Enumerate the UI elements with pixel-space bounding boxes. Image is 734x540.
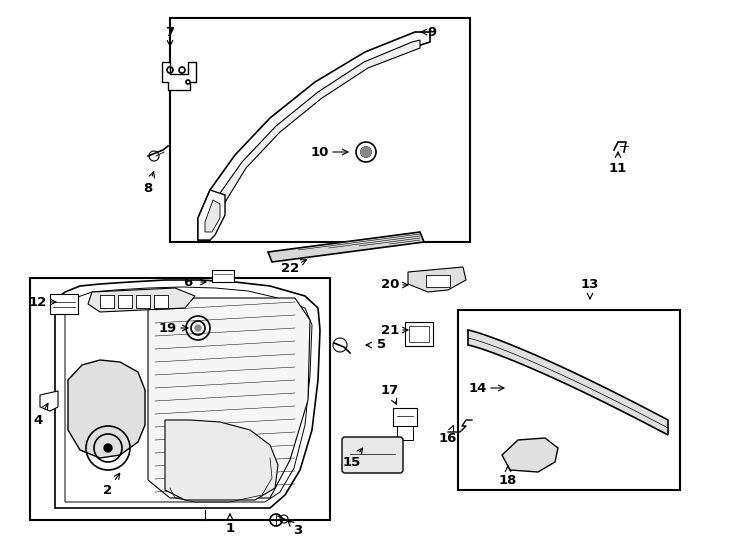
- Text: 8: 8: [143, 181, 153, 194]
- Text: 11: 11: [609, 161, 627, 174]
- Bar: [393, 408, 417, 426]
- Text: 4: 4: [33, 414, 43, 427]
- Bar: [30, 278, 330, 520]
- Polygon shape: [55, 280, 320, 508]
- Polygon shape: [502, 438, 558, 472]
- Bar: [154, 295, 168, 308]
- Text: 15: 15: [343, 456, 361, 469]
- Bar: [118, 295, 132, 308]
- Text: 3: 3: [294, 523, 302, 537]
- Polygon shape: [68, 360, 145, 458]
- Text: 6: 6: [184, 275, 192, 288]
- Bar: [136, 295, 150, 308]
- Text: 2: 2: [103, 483, 112, 496]
- Polygon shape: [205, 200, 220, 232]
- Polygon shape: [198, 190, 225, 240]
- Text: 14: 14: [469, 381, 487, 395]
- Text: 9: 9: [427, 25, 437, 38]
- Text: 22: 22: [281, 261, 299, 274]
- Text: 17: 17: [381, 383, 399, 396]
- Bar: [212, 270, 234, 282]
- Polygon shape: [408, 267, 466, 292]
- Polygon shape: [468, 330, 668, 435]
- Polygon shape: [198, 32, 430, 240]
- Text: 18: 18: [499, 474, 517, 487]
- Polygon shape: [268, 232, 424, 262]
- Text: 1: 1: [225, 522, 235, 535]
- Bar: [100, 295, 114, 308]
- Polygon shape: [88, 288, 195, 312]
- Polygon shape: [148, 298, 310, 498]
- Text: 7: 7: [165, 25, 175, 38]
- Text: 21: 21: [381, 323, 399, 336]
- Bar: [170, 18, 470, 242]
- Text: 20: 20: [381, 279, 399, 292]
- Text: 5: 5: [377, 339, 387, 352]
- Text: 13: 13: [581, 279, 599, 292]
- Text: 10: 10: [310, 145, 329, 159]
- Circle shape: [195, 325, 201, 331]
- Polygon shape: [165, 420, 278, 500]
- Circle shape: [361, 147, 371, 157]
- Polygon shape: [162, 62, 196, 90]
- Polygon shape: [40, 391, 58, 411]
- Bar: [397, 426, 413, 440]
- Polygon shape: [208, 40, 420, 235]
- Text: 12: 12: [29, 295, 47, 308]
- Bar: [409, 326, 429, 342]
- Bar: [458, 310, 680, 490]
- FancyBboxPatch shape: [342, 437, 403, 473]
- Bar: [426, 275, 450, 287]
- Bar: [50, 294, 78, 314]
- Text: 16: 16: [439, 431, 457, 444]
- Text: 19: 19: [159, 321, 177, 334]
- Circle shape: [104, 444, 112, 452]
- Bar: [405, 322, 433, 346]
- Polygon shape: [65, 287, 312, 502]
